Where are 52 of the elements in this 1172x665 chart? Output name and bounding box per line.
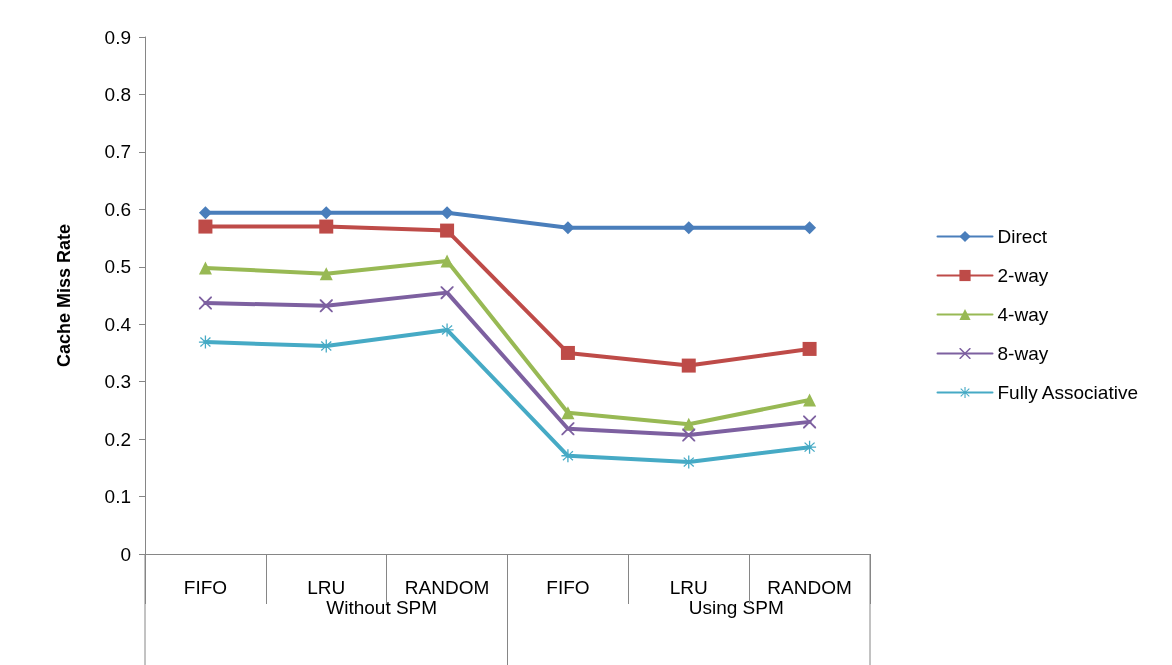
point xyxy=(198,219,213,234)
point xyxy=(803,393,817,407)
point xyxy=(198,261,212,275)
point xyxy=(440,323,454,337)
x-tick-label: RANDOM xyxy=(767,577,852,598)
point xyxy=(803,415,817,429)
x-tick-label: FIFO xyxy=(183,577,228,598)
y-tick-label: 0.4 xyxy=(104,313,132,335)
y-tick-label: 0.8 xyxy=(104,83,131,105)
y-tick-label: 0 xyxy=(120,543,131,565)
point xyxy=(561,449,575,463)
point xyxy=(803,221,817,235)
y-tick-label: 0.2 xyxy=(104,428,131,450)
x-tick-label: RANDOM xyxy=(404,577,490,598)
legend-label: 2-way xyxy=(997,265,1049,286)
x-tick-label: FIFO xyxy=(546,577,590,598)
y-tick-label: 0.7 xyxy=(104,141,131,163)
y-tick-label: 0.3 xyxy=(104,371,131,393)
point xyxy=(561,221,575,235)
legend-label: Direct xyxy=(997,226,1048,247)
x-tick-label: LRU xyxy=(307,577,346,598)
point xyxy=(319,267,333,281)
point xyxy=(198,206,212,220)
point xyxy=(561,422,575,436)
point xyxy=(682,428,696,442)
legend-label: Fully Associative xyxy=(997,382,1138,403)
point xyxy=(440,206,454,220)
point xyxy=(319,206,333,220)
point xyxy=(802,341,817,356)
point xyxy=(682,221,696,235)
legend-label: 8-way xyxy=(997,343,1049,364)
point xyxy=(440,223,455,238)
text: Without SPM xyxy=(326,597,438,618)
point xyxy=(319,219,334,234)
legend-label: 4-way xyxy=(997,304,1049,325)
point xyxy=(440,286,454,300)
y-tick-label: 0.5 xyxy=(104,256,131,278)
point xyxy=(682,455,696,469)
y-tick-label: 0.6 xyxy=(104,198,131,220)
point xyxy=(560,345,575,360)
point xyxy=(561,406,575,420)
y-tick-label: 0.1 xyxy=(104,486,131,508)
point xyxy=(681,358,696,373)
point xyxy=(440,254,454,268)
text: Using SPM xyxy=(688,597,784,618)
point xyxy=(319,299,333,313)
y-axis-title: Cache Miss Rate xyxy=(54,223,74,368)
point xyxy=(198,335,212,349)
y-tick-label: 0.9 xyxy=(104,26,131,48)
point xyxy=(682,417,696,431)
x-tick-label: LRU xyxy=(669,577,708,598)
point xyxy=(319,339,333,353)
